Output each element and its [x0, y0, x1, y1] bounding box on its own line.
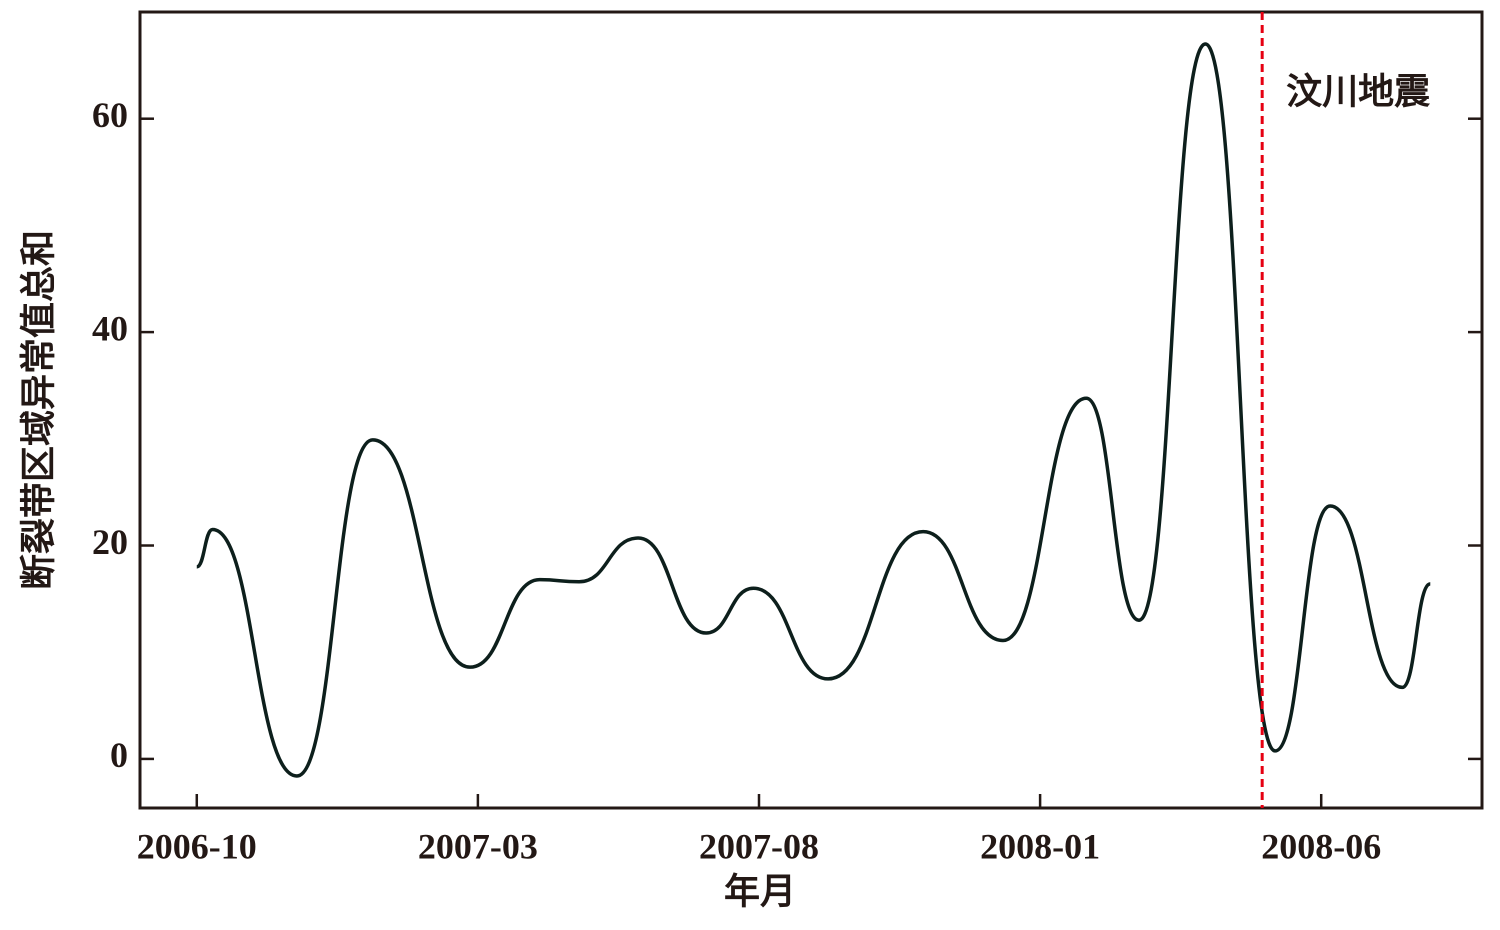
plot-frame [138, 10, 1484, 810]
x-tick-label: 2008-06 [1261, 826, 1381, 866]
y-tick-label: 0 [110, 735, 128, 775]
y-axis-label: 断裂带区域异常值总和 [18, 230, 58, 590]
y-tick-label: 40 [92, 308, 128, 348]
event-label: 汶川地震 [1286, 70, 1430, 111]
data-line [195, 42, 1432, 778]
x-tick-label: 2008-01 [980, 826, 1100, 866]
y-tick-label: 20 [92, 522, 128, 562]
x-axis-label: 年月 [724, 871, 796, 911]
x-tick-label: 2007-08 [699, 826, 819, 866]
y-tick-label: 60 [92, 95, 128, 135]
x-tick-label: 2006-10 [137, 826, 257, 866]
x-tick-label: 2007-03 [418, 826, 538, 866]
